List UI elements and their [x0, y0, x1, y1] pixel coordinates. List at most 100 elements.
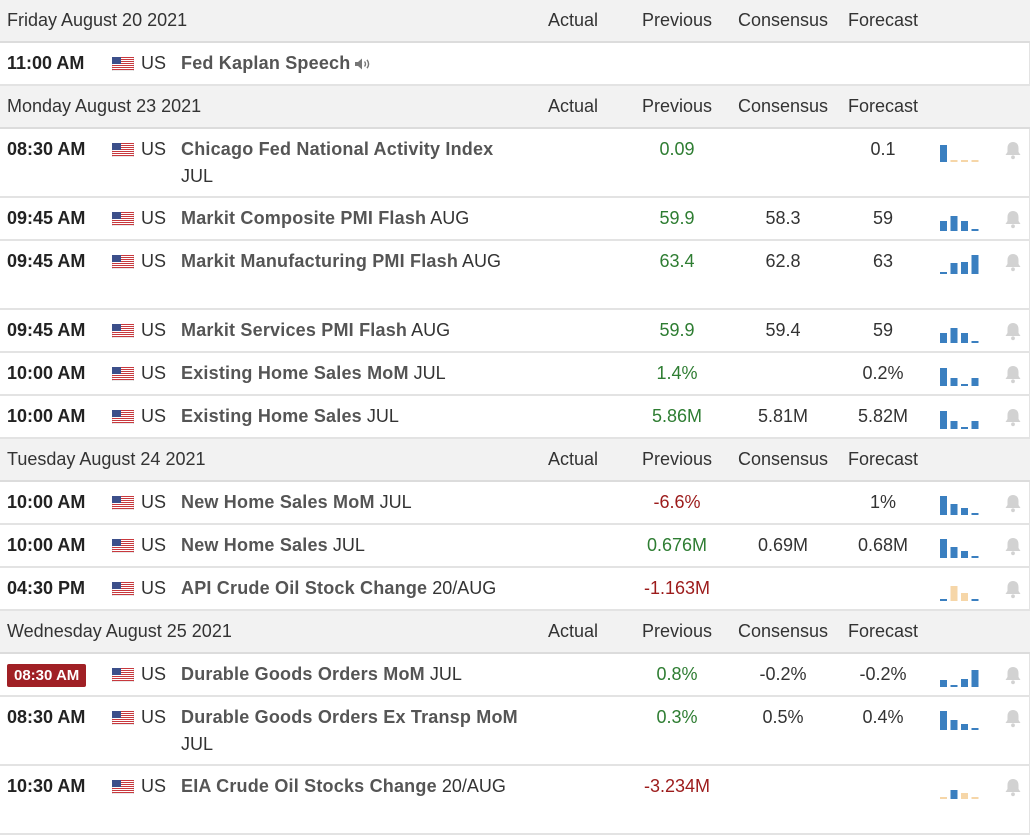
- sparkline-bar: [950, 328, 958, 343]
- history-sparkline[interactable]: [940, 319, 982, 343]
- alert-bell-icon[interactable]: [1002, 492, 1024, 514]
- sparkline-bar: [971, 421, 979, 429]
- event-row[interactable]: 08:30 AM US Durable Goods Orders Ex Transp…: [0, 697, 1030, 766]
- history-sparkline[interactable]: [940, 491, 982, 515]
- event-row[interactable]: 11:00 AM US Fed Kaplan Speech: [0, 43, 1030, 86]
- event-row[interactable]: 09:45 AM US Markit Manufacturing PMI Flash…: [0, 241, 1030, 310]
- history-sparkline[interactable]: [940, 138, 982, 162]
- event-name[interactable]: API Crude Oil Stock Change 20/AUG: [181, 575, 521, 602]
- event-title-link[interactable]: API Crude Oil Stock Change: [181, 578, 428, 598]
- event-period: JUL: [413, 363, 446, 383]
- event-title-link[interactable]: Durable Goods Orders Ex Transp MoM: [181, 707, 518, 727]
- event-title-link[interactable]: Markit Manufacturing PMI Flash: [181, 251, 459, 271]
- event-name[interactable]: Durable Goods Orders MoM JUL: [181, 661, 521, 688]
- event-title-link[interactable]: Chicago Fed National Activity Index: [181, 139, 494, 159]
- event-title-link[interactable]: EIA Crude Oil Stocks Change: [181, 776, 437, 796]
- us-flag-icon: [112, 324, 134, 338]
- history-sparkline[interactable]: [940, 577, 982, 601]
- history-sparkline[interactable]: [940, 207, 982, 231]
- event-name[interactable]: New Home Sales MoM JUL: [181, 489, 521, 516]
- event-name[interactable]: Durable Goods Orders Ex Transp MoM JUL: [181, 704, 521, 758]
- forecast-value: 5.82M: [857, 406, 909, 426]
- event-period: JUL: [181, 166, 214, 186]
- event-row[interactable]: 08:30 AM US Chicago Fed National Activity …: [0, 129, 1030, 198]
- event-name[interactable]: Existing Home Sales JUL: [181, 403, 521, 430]
- event-name[interactable]: Markit Manufacturing PMI Flash AUG: [181, 248, 521, 275]
- event-country: US: [141, 664, 167, 684]
- alert-bell-icon[interactable]: [1002, 208, 1024, 230]
- alert-bell-icon[interactable]: [1002, 535, 1024, 557]
- previous-value: 0.8%: [656, 664, 698, 684]
- history-sparkline[interactable]: [940, 362, 982, 386]
- us-flag-icon: [112, 143, 134, 157]
- consensus-value: 62.8: [765, 251, 801, 271]
- event-title-link[interactable]: Markit Composite PMI Flash: [181, 208, 427, 228]
- alert-bell-icon[interactable]: [1002, 363, 1024, 385]
- history-sparkline[interactable]: [940, 405, 982, 429]
- event-time: 09:45 AM: [7, 251, 86, 271]
- event-name[interactable]: EIA Crude Oil Stocks Change 20/AUG: [181, 773, 521, 800]
- event-name[interactable]: Markit Services PMI Flash AUG: [181, 317, 521, 344]
- event-name[interactable]: Fed Kaplan Speech: [181, 50, 521, 77]
- event-name[interactable]: New Home Sales JUL: [181, 532, 521, 559]
- sparkline-bar: [950, 504, 958, 515]
- alert-bell-icon[interactable]: [1002, 664, 1024, 686]
- sparkline-bar: [940, 599, 947, 601]
- event-row[interactable]: 10:30 AM US EIA Crude Oil Stocks Change 20…: [0, 766, 1030, 835]
- alert-bell-icon[interactable]: [1002, 251, 1024, 273]
- sparkline-bar: [950, 378, 958, 386]
- event-period: 20/AUG: [441, 776, 506, 796]
- us-flag-icon: [112, 582, 134, 596]
- alert-bell-icon[interactable]: [1002, 320, 1024, 342]
- column-header-actual: Actual: [547, 96, 599, 116]
- event-country: US: [141, 53, 167, 73]
- sparkline-bar: [961, 724, 968, 730]
- sparkline-bar: [971, 556, 979, 558]
- event-row[interactable]: 09:45 AM US Markit Composite PMI Flash AUG…: [0, 198, 1030, 241]
- consensus-value: 0.5%: [762, 707, 804, 727]
- event-name[interactable]: Markit Composite PMI Flash AUG: [181, 205, 521, 232]
- history-sparkline[interactable]: [940, 250, 982, 274]
- column-header-actual: Actual: [547, 10, 599, 30]
- history-sparkline[interactable]: [940, 775, 982, 799]
- column-header-previous: Previous: [641, 449, 713, 469]
- column-header-consensus: Consensus: [737, 449, 829, 469]
- sparkline-bar: [971, 229, 979, 231]
- column-header-previous: Previous: [641, 621, 713, 641]
- consensus-value: 58.3: [765, 208, 801, 228]
- day-label: Wednesday August 25 2021: [7, 621, 232, 641]
- event-row[interactable]: 10:00 AM US New Home Sales MoM JUL -6.6% 1%: [0, 482, 1030, 525]
- event-row[interactable]: 10:00 AM US Existing Home Sales JUL 5.86M 5.…: [0, 396, 1030, 439]
- event-name[interactable]: Existing Home Sales MoM JUL: [181, 360, 521, 387]
- event-title-link[interactable]: Existing Home Sales: [181, 406, 362, 426]
- alert-bell-icon[interactable]: [1002, 578, 1024, 600]
- column-header-forecast: Forecast: [847, 449, 919, 469]
- event-time: 10:00 AM: [7, 406, 86, 426]
- event-row[interactable]: 10:00 AM US Existing Home Sales MoM JUL 1.4…: [0, 353, 1030, 396]
- event-name[interactable]: Chicago Fed National Activity Index JUL: [181, 136, 521, 190]
- alert-bell-icon[interactable]: [1002, 139, 1024, 161]
- alert-bell-icon[interactable]: [1002, 406, 1024, 428]
- event-row[interactable]: 09:45 AM US Markit Services PMI Flash AUG 5…: [0, 310, 1030, 353]
- event-row[interactable]: 10:00 AM US New Home Sales JUL 0.676M 0.69M 0…: [0, 525, 1030, 568]
- history-sparkline[interactable]: [940, 663, 982, 687]
- event-title-link[interactable]: Durable Goods Orders MoM: [181, 664, 425, 684]
- sparkline-bar: [971, 670, 979, 687]
- history-sparkline[interactable]: [940, 534, 982, 558]
- sparkline-bar: [950, 160, 958, 162]
- event-country: US: [141, 535, 167, 555]
- alert-bell-icon[interactable]: [1002, 707, 1024, 729]
- event-title-link[interactable]: New Home Sales: [181, 535, 328, 555]
- history-sparkline[interactable]: [940, 706, 982, 730]
- consensus-value: 5.81M: [757, 406, 809, 426]
- sparkline-bar: [961, 427, 968, 429]
- event-row[interactable]: 04:30 PM US API Crude Oil Stock Change 20/…: [0, 568, 1030, 611]
- event-title-link[interactable]: Markit Services PMI Flash: [181, 320, 408, 340]
- alert-bell-icon[interactable]: [1002, 776, 1024, 798]
- event-title-link[interactable]: Fed Kaplan Speech: [181, 53, 351, 73]
- event-title-link[interactable]: Existing Home Sales MoM: [181, 363, 409, 383]
- event-country: US: [141, 406, 167, 426]
- us-flag-icon: [112, 668, 134, 682]
- event-row[interactable]: 08:30 AM US Durable Goods Orders MoM JUL 0.…: [0, 654, 1030, 697]
- event-title-link[interactable]: New Home Sales MoM: [181, 492, 375, 512]
